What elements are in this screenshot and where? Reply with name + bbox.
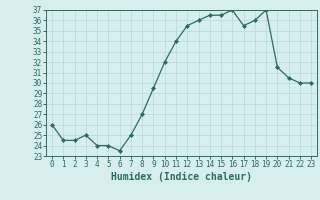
X-axis label: Humidex (Indice chaleur): Humidex (Indice chaleur) [111, 172, 252, 182]
